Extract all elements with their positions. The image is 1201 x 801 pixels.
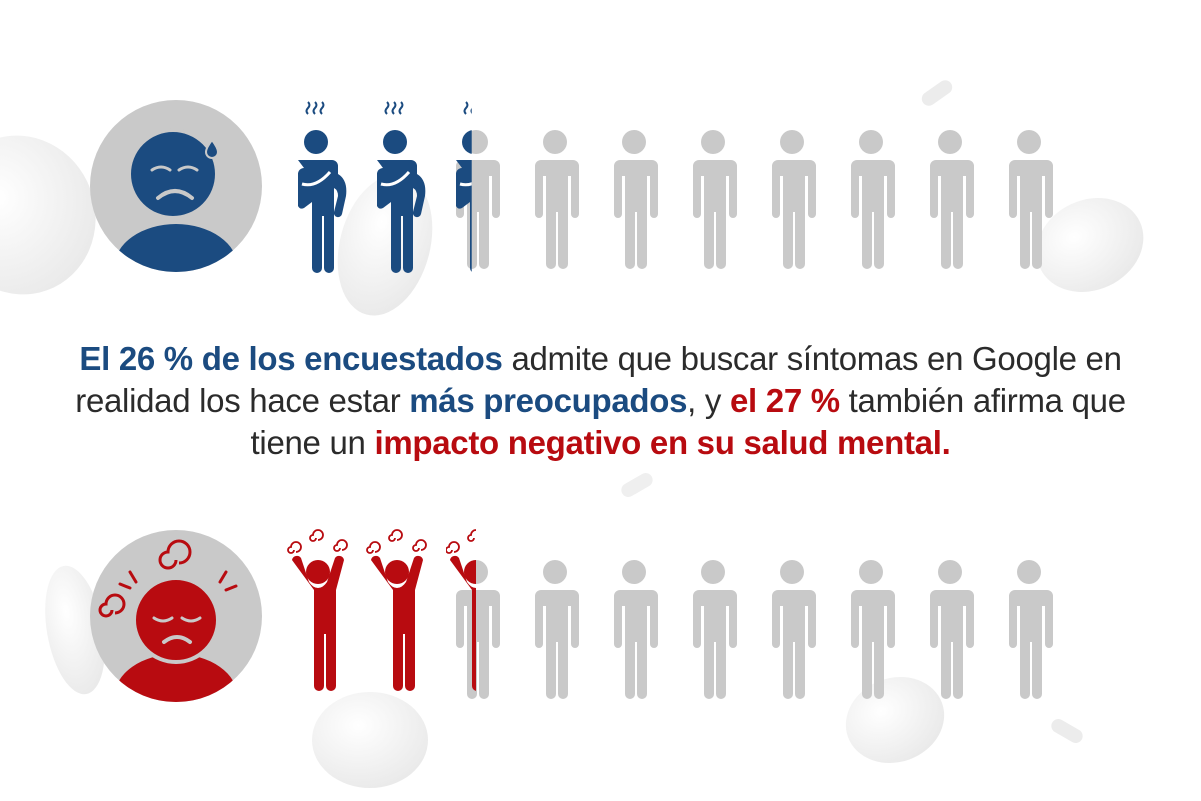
- dizzy-face-avatar-icon: [90, 530, 262, 702]
- worried-person-icon-figure-highlighted: [298, 101, 347, 273]
- mental-health-statistic-row: [0, 520, 1201, 720]
- worried-person-icon-figure-inactive: [535, 130, 579, 269]
- worried-person-icon-figure-inactive: [614, 130, 658, 269]
- stressed-person-icon-figure-inactive: [772, 560, 816, 699]
- statement-highlight-26-percent: El 26 % de los encuestados: [79, 340, 503, 377]
- worried-person-icon-figure-partial: [456, 101, 500, 272]
- statement-text: , y: [687, 382, 730, 419]
- statement-highlight-27-percent: el 27 %: [729, 382, 840, 419]
- worried-person-icon-figure-inactive: [930, 130, 974, 269]
- worried-person-icon-figure-inactive: [1009, 130, 1053, 269]
- stressed-person-icon-figure-inactive: [535, 560, 579, 699]
- worried-person-icon-figure-highlighted: [377, 101, 426, 273]
- stressed-person-icon-figure-inactive: [851, 560, 895, 699]
- pill-icon: [1051, 719, 1083, 743]
- background-blob: [1036, 198, 1144, 292]
- background-blob: [45, 565, 105, 695]
- stressed-person-icon-figure-inactive: [1009, 560, 1053, 699]
- stressed-people-pictograph: [287, 529, 1053, 699]
- statement-text: admite que buscar síntomas en Google en …: [75, 340, 1122, 419]
- stressed-person-icon-figure-partial: [446, 529, 500, 699]
- stressed-person-icon-figure-highlighted: [287, 529, 348, 691]
- statement-text: también afirma que tiene un: [250, 382, 1127, 461]
- stressed-person-icon-figure-inactive: [614, 560, 658, 699]
- background-blob: [312, 692, 428, 788]
- statement-highlight-negative-impact: impacto negativo en su salud mental.: [374, 424, 951, 461]
- pill-icon: [621, 473, 653, 497]
- statement-highlight-more-worried: más preocupados: [409, 382, 688, 419]
- stressed-person-icon-figure-inactive: [930, 560, 974, 699]
- background-blob: [845, 676, 945, 764]
- worried-face-avatar-icon: [90, 100, 262, 272]
- worried-person-icon-figure-inactive: [851, 130, 895, 269]
- pill-icon: [921, 80, 953, 106]
- worried-people-pictograph: [298, 101, 1053, 273]
- worried-person-icon-figure-inactive: [772, 130, 816, 269]
- worried-statistic-row: [0, 90, 1201, 290]
- stressed-person-icon-figure-inactive: [693, 560, 737, 699]
- survey-statement: El 26 % de los encuestados admite que bu…: [60, 338, 1141, 464]
- worried-person-icon-figure-inactive: [693, 130, 737, 269]
- stressed-person-icon-figure-highlighted: [366, 529, 427, 691]
- background-blob: [0, 135, 96, 295]
